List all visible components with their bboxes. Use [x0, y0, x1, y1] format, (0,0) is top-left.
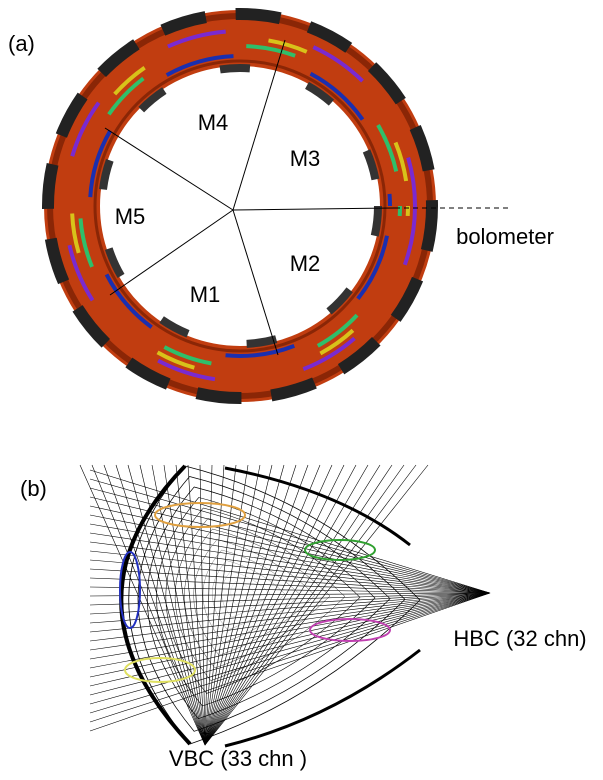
- annotation: bolometer: [456, 224, 554, 249]
- sightline: [90, 593, 490, 731]
- sightline: [205, 465, 284, 745]
- sightline: [205, 465, 368, 745]
- sightline: [205, 465, 224, 745]
- sightline: [90, 593, 490, 641]
- panel-label: (a): [8, 31, 35, 56]
- sightline: [205, 465, 332, 745]
- page: (a) M4 M3 M5 M2 M1 bolometer (b): [0, 0, 603, 780]
- region-label: M5: [115, 204, 146, 229]
- region-label: M4: [198, 110, 229, 135]
- figure: (a) M4 M3 M5 M2 M1 bolometer (b): [0, 0, 603, 775]
- panel-b: (b) HBC (32 chn) VBC (33 chn ): [20, 465, 587, 771]
- vbc-label: VBC (33 chn ): [169, 746, 307, 771]
- sightline: [90, 524, 490, 593]
- vessel-wall: [121, 466, 190, 744]
- panel-a: (a) M4 M3 M5 M2 M1 bolometer: [8, 14, 554, 398]
- region-label: M1: [190, 282, 221, 307]
- region-label: M3: [290, 146, 321, 171]
- flux-contour: [221, 571, 270, 617]
- sector-line: [233, 208, 395, 210]
- hbc-label: HBC (32 chn): [453, 626, 586, 651]
- panel-label: (b): [20, 476, 47, 501]
- sightline: [90, 593, 490, 686]
- sightline: [90, 488, 490, 593]
- sightline: [90, 470, 490, 593]
- sightline: [90, 593, 490, 668]
- sightline: [205, 465, 296, 745]
- sightline: [90, 593, 490, 677]
- sightlines: [80, 465, 490, 745]
- flux-contour: [147, 487, 390, 719]
- sightline: [90, 479, 490, 593]
- region-label: M2: [290, 251, 321, 276]
- sightline: [90, 593, 490, 704]
- sector-line: [233, 210, 278, 355]
- flux-contour: [231, 582, 255, 605]
- sector-line: [105, 128, 233, 210]
